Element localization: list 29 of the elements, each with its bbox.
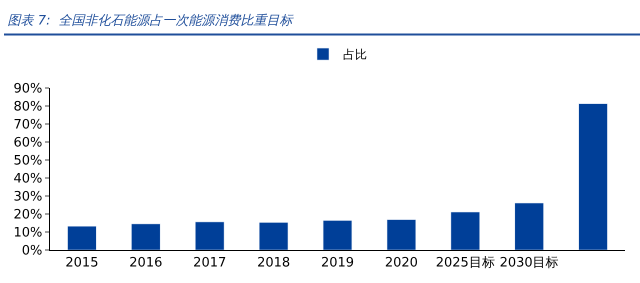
bar bbox=[514, 202, 544, 250]
y-tick-label: 10% bbox=[13, 226, 42, 241]
bar bbox=[386, 219, 416, 250]
x-tick-label: 2020 bbox=[384, 256, 418, 271]
bar bbox=[67, 226, 97, 250]
y-tick-label: 70% bbox=[13, 118, 42, 133]
bar bbox=[322, 220, 352, 250]
x-tick-label: 2015 bbox=[65, 256, 98, 271]
bar bbox=[578, 103, 608, 250]
legend-label: 占比 bbox=[343, 48, 367, 62]
bar bbox=[131, 224, 160, 250]
chart-title: 图表 7: 全国非化石能源占一次能源消费比重目标 bbox=[8, 14, 295, 29]
y-tick-label: 30% bbox=[13, 190, 42, 205]
y-tick-label: 60% bbox=[13, 136, 42, 151]
y-tick-label: 0% bbox=[22, 244, 42, 259]
y-tick-label: 20% bbox=[13, 208, 42, 223]
x-tick-label: 2017 bbox=[193, 256, 226, 271]
x-tick-label: 2019 bbox=[320, 256, 354, 271]
x-tick-label: 2018 bbox=[257, 256, 290, 271]
y-tick-label: 40% bbox=[13, 172, 42, 187]
x-tick-label: 2016 bbox=[129, 256, 162, 271]
y-tick-label: 50% bbox=[13, 154, 42, 169]
x-tick-label: 2030目标 bbox=[500, 256, 559, 271]
y-tick-label: 80% bbox=[13, 100, 42, 115]
x-tick-label: 2025目标 bbox=[436, 256, 495, 271]
bar bbox=[195, 222, 224, 250]
bar bbox=[258, 222, 288, 250]
y-tick-label: 90% bbox=[13, 82, 42, 97]
bar bbox=[450, 212, 480, 250]
